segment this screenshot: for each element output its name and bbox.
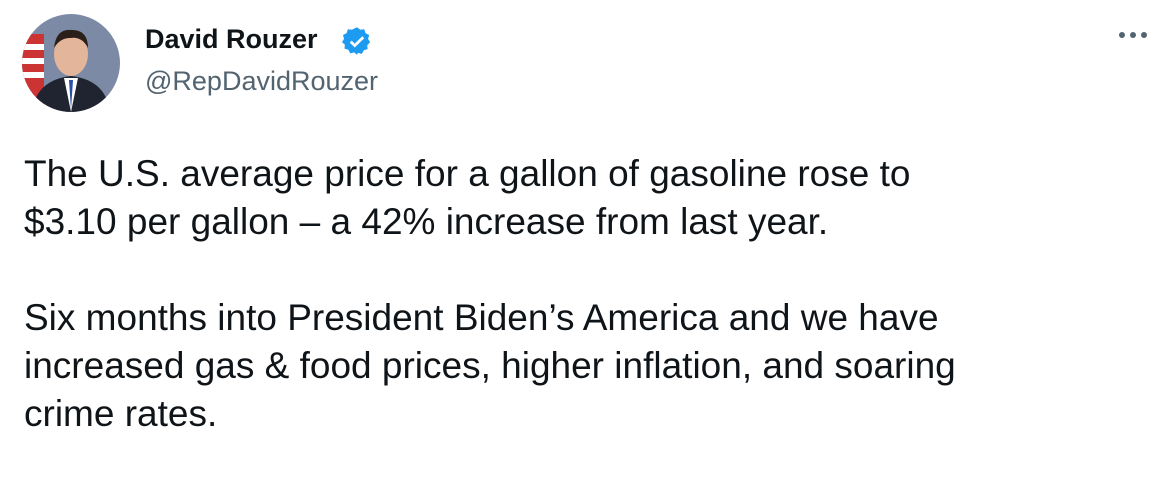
paragraph: Six months into President Biden’s Americ… <box>24 294 956 438</box>
verified-badge <box>342 27 371 55</box>
tweet-text: The U.S. average price for a gallon of g… <box>24 150 956 486</box>
author-name[interactable]: David Rouzer <box>145 24 318 54</box>
text-line: Six months into President Biden’s Americ… <box>24 297 939 338</box>
avatar[interactable] <box>22 14 120 112</box>
paragraph: The U.S. average price for a gallon of g… <box>24 150 956 246</box>
more-button[interactable] <box>1118 30 1148 40</box>
text-line: increased gas & food prices, higher infl… <box>24 345 956 386</box>
text-line: The U.S. average price for a gallon of g… <box>24 153 911 194</box>
author-handle[interactable]: @RepDavidRouzer <box>145 66 379 96</box>
text-line: $3.10 per gallon – a 42% increase from l… <box>24 201 829 242</box>
text-line: crime rates. <box>24 393 218 434</box>
